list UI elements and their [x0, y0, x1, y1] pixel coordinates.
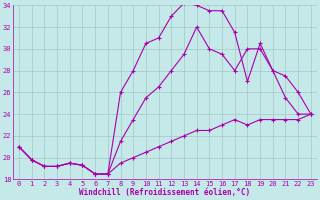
X-axis label: Windchill (Refroidissement éolien,°C): Windchill (Refroidissement éolien,°C)	[79, 188, 251, 197]
